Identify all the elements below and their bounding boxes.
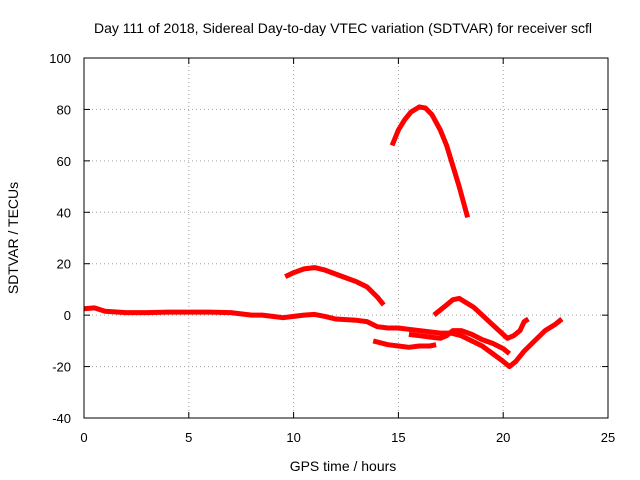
series-line-3 bbox=[389, 104, 471, 219]
x-tick-labels: 0 5 10 15 20 25 bbox=[80, 430, 615, 445]
chart-title: Day 111 of 2018, Sidereal Day-to-day VTE… bbox=[94, 20, 592, 36]
grid bbox=[84, 58, 608, 418]
y-tick-label: 100 bbox=[49, 51, 71, 66]
series-line-1 bbox=[83, 305, 564, 370]
y-tick-label: 80 bbox=[57, 102, 71, 117]
x-tick-label: 15 bbox=[391, 430, 405, 445]
y-tick-label: 40 bbox=[57, 205, 71, 220]
y-tick-label: 20 bbox=[57, 257, 71, 272]
y-tick-label: 0 bbox=[64, 308, 71, 323]
y-tick-label: -40 bbox=[52, 411, 71, 426]
series-layer bbox=[83, 104, 564, 370]
x-axis-label: GPS time / hours bbox=[290, 458, 397, 474]
y-tick-label: -20 bbox=[52, 360, 71, 375]
x-tick-label: 10 bbox=[286, 430, 300, 445]
y-tick-label: 60 bbox=[57, 154, 71, 169]
plot-frame bbox=[83, 57, 609, 419]
series-line-6 bbox=[432, 295, 530, 341]
x-tick-label: 25 bbox=[601, 430, 615, 445]
y-tick-labels: -40 -20 0 20 40 60 80 100 bbox=[49, 51, 71, 426]
tick-marks bbox=[83, 57, 609, 419]
x-tick-label: 20 bbox=[496, 430, 510, 445]
x-tick-label: 5 bbox=[185, 430, 192, 445]
series-line-2 bbox=[284, 265, 386, 307]
series-line-4 bbox=[372, 338, 437, 350]
y-axis-label: SDTVAR / TECUs bbox=[5, 182, 21, 294]
x-tick-label: 0 bbox=[80, 430, 87, 445]
series-line-5 bbox=[408, 328, 512, 356]
